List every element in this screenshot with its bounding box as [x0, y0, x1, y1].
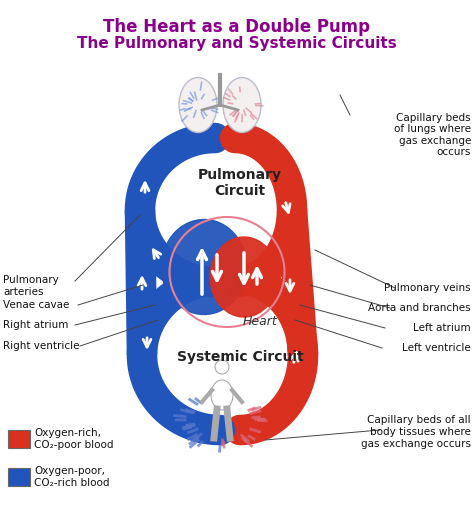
Text: Right ventricle: Right ventricle — [3, 341, 80, 351]
Text: Right atrium: Right atrium — [3, 320, 68, 330]
Ellipse shape — [162, 220, 246, 314]
Text: Left ventricle: Left ventricle — [402, 343, 471, 353]
Text: Systemic Circuit: Systemic Circuit — [177, 350, 303, 364]
Text: Oxygen-poor,
CO₂-rich blood: Oxygen-poor, CO₂-rich blood — [34, 466, 109, 488]
Text: Pulmonary
arteries: Pulmonary arteries — [3, 275, 59, 297]
Text: Oxygen-rich,
CO₂-poor blood: Oxygen-rich, CO₂-poor blood — [34, 428, 113, 450]
Text: The Heart as a Double Pump: The Heart as a Double Pump — [103, 18, 371, 36]
Text: Venae cavae: Venae cavae — [3, 300, 69, 310]
Text: Aorta and branches: Aorta and branches — [368, 303, 471, 313]
Text: Capillary beds
of lungs where
gas exchange
occurs: Capillary beds of lungs where gas exchan… — [394, 113, 471, 157]
Text: The Pulmonary and Systemic Circuits: The Pulmonary and Systemic Circuits — [77, 36, 397, 51]
Text: Pulmonary
Circuit: Pulmonary Circuit — [198, 168, 282, 198]
Text: Capillary beds of all
body tissues where
gas exchange occurs: Capillary beds of all body tissues where… — [361, 415, 471, 449]
Ellipse shape — [215, 360, 229, 374]
Ellipse shape — [223, 78, 261, 132]
Ellipse shape — [211, 380, 233, 410]
Text: Left atrium: Left atrium — [413, 323, 471, 333]
Ellipse shape — [210, 237, 278, 317]
FancyBboxPatch shape — [8, 468, 30, 486]
Text: Heart: Heart — [243, 315, 277, 328]
Text: Pulmonary veins: Pulmonary veins — [384, 283, 471, 293]
FancyBboxPatch shape — [8, 430, 30, 448]
Ellipse shape — [179, 78, 217, 132]
